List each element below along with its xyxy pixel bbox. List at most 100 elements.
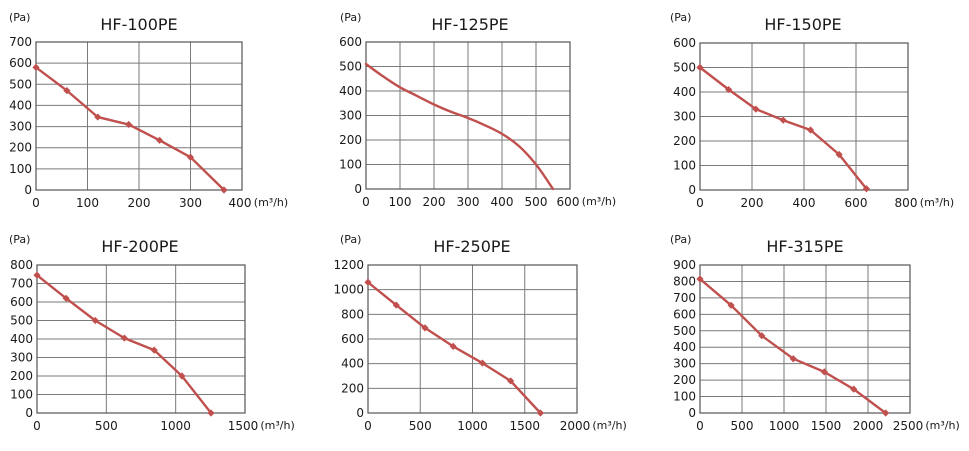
data-point-marker [696, 63, 704, 72]
data-point-marker [120, 334, 128, 342]
data-point-marker [33, 271, 41, 279]
y-tick-label: 400 [341, 357, 364, 371]
y-tick-label: 700 [10, 277, 33, 291]
y-tick-label: 200 [673, 134, 696, 148]
data-point-marker [789, 355, 797, 363]
y-tick-label: 1000 [333, 283, 364, 297]
y-tick-label: 600 [339, 35, 362, 49]
y-tick-label: 700 [673, 291, 696, 305]
y-tick-label: 300 [9, 120, 32, 134]
x-tick-label: 1500 [811, 419, 842, 433]
y-tick-label: 400 [10, 332, 33, 346]
x-tick-label: 500 [95, 419, 118, 433]
x-tick-label: 0 [33, 419, 41, 433]
x-tick-label: 600 [557, 195, 580, 209]
y-axis-unit: (Pa) [670, 233, 691, 246]
data-point-marker [186, 153, 195, 161]
data-point-marker [392, 301, 400, 309]
y-tick-label: 700 [9, 35, 32, 49]
x-tick-label: 800 [895, 196, 918, 210]
pressure-curve [698, 277, 887, 415]
chart-title: HF-315PE [766, 237, 843, 256]
data-point-marker [62, 294, 70, 302]
data-point-marker [862, 185, 870, 193]
y-tick-label: 0 [356, 406, 364, 420]
x-tick-label: 0 [364, 419, 372, 433]
data-point-marker [63, 87, 71, 95]
data-point-marker [150, 346, 158, 354]
y-tick-label: 0 [688, 406, 696, 420]
x-axis-unit: (m³/h) [592, 419, 626, 432]
x-tick-label: 300 [457, 195, 480, 209]
x-tick-label: 2000 [853, 419, 884, 433]
pressure-curve [35, 274, 213, 415]
data-point-marker [696, 275, 704, 283]
x-tick-label: 100 [389, 195, 412, 209]
chart-title: HF-150PE [764, 15, 841, 34]
y-axis-unit: (Pa) [9, 11, 30, 24]
data-point-marker [94, 113, 102, 121]
x-tick-label: 0 [696, 419, 704, 433]
y-tick-label: 100 [673, 159, 696, 173]
y-tick-label: 900 [673, 258, 696, 272]
data-point-marker [835, 150, 843, 159]
x-axis-unit: (m³/h) [254, 196, 288, 209]
y-tick-label: 200 [341, 381, 364, 395]
x-tick-label: 2500 [893, 419, 924, 433]
data-point-marker [220, 186, 228, 194]
chart-title: HF-250PE [433, 237, 510, 256]
y-tick-label: 100 [673, 390, 696, 404]
y-tick-label: 200 [673, 373, 696, 387]
data-point-marker [507, 377, 515, 385]
y-tick-label: 100 [9, 162, 32, 176]
pressure-curve [34, 66, 226, 192]
y-axis-unit: (Pa) [340, 11, 361, 24]
data-point-marker [882, 409, 890, 417]
x-tick-label: 1000 [160, 419, 191, 433]
plot-frame [35, 41, 243, 191]
x-tick-label: 100 [76, 196, 99, 210]
x-tick-label: 300 [179, 196, 202, 210]
x-tick-label: 0 [696, 196, 704, 210]
data-point-marker [449, 342, 457, 350]
data-point-marker [850, 385, 858, 393]
plot-frame [699, 264, 911, 414]
chart-title: HF-200PE [101, 237, 178, 256]
y-tick-label: 400 [673, 85, 696, 99]
y-tick-label: 0 [354, 182, 362, 196]
y-tick-label: 500 [9, 77, 32, 91]
plot-frame [365, 41, 571, 190]
x-axis-unit: (m³/h) [920, 196, 954, 209]
y-axis-unit: (Pa) [9, 233, 30, 246]
data-point-marker [536, 409, 545, 417]
y-tick-label: 600 [9, 56, 32, 70]
data-point-marker [478, 359, 487, 367]
x-tick-label: 0 [362, 195, 370, 209]
chart-title: HF-100PE [100, 15, 177, 34]
y-tick-label: 400 [673, 340, 696, 354]
y-tick-label: 800 [673, 274, 696, 288]
y-tick-label: 100 [339, 158, 362, 172]
y-tick-label: 600 [341, 332, 364, 346]
x-tick-label: 400 [229, 196, 252, 210]
data-point-marker [779, 116, 787, 124]
x-tick-label: 2000 [560, 419, 591, 433]
y-tick-label: 500 [673, 61, 696, 75]
plot-frame [367, 264, 578, 414]
y-tick-label: 1200 [333, 258, 364, 272]
x-tick-label: 200 [741, 196, 764, 210]
x-axis-unit: (m³/h) [260, 419, 294, 432]
y-tick-label: 600 [673, 307, 696, 321]
y-tick-label: 0 [688, 183, 696, 197]
y-axis-unit: (Pa) [340, 233, 361, 246]
x-tick-label: 200 [423, 195, 446, 209]
y-tick-label: 100 [10, 388, 33, 402]
x-axis-unit: (m³/h) [582, 195, 616, 208]
y-axis-unit: (Pa) [670, 11, 691, 24]
data-point-marker [725, 85, 733, 94]
data-point-marker [820, 368, 828, 376]
data-point-marker [156, 136, 164, 144]
y-tick-label: 300 [673, 357, 696, 371]
x-tick-label: 200 [128, 196, 151, 210]
